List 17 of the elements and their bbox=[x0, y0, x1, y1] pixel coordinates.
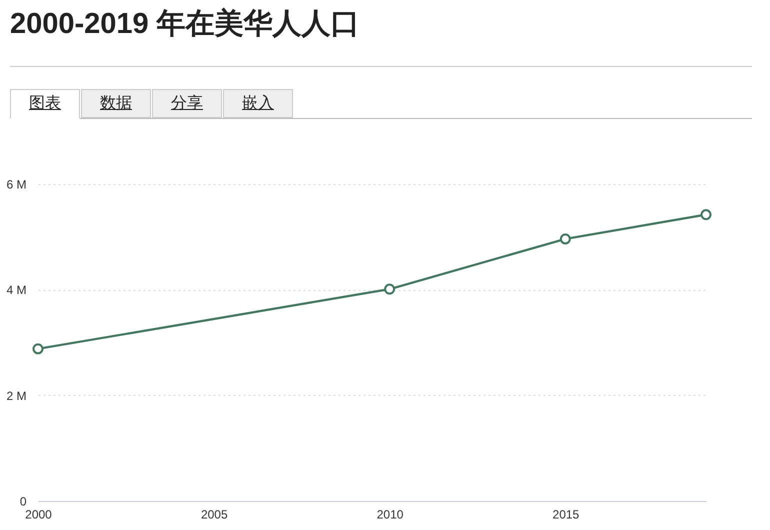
x-tick-label: 2000 bbox=[25, 508, 52, 522]
point bbox=[560, 233, 571, 244]
point bbox=[384, 284, 396, 295]
y-tick-label: 4 M bbox=[6, 283, 26, 298]
point bbox=[32, 343, 44, 354]
y-tick-label: 2 M bbox=[6, 388, 26, 403]
y-tick-label: 0 bbox=[20, 494, 27, 508]
x-tick-label: 2005 bbox=[200, 508, 228, 522]
text: 分享 bbox=[152, 89, 222, 118]
point bbox=[700, 209, 712, 220]
text: 图表 bbox=[10, 89, 80, 119]
text: 数据 bbox=[81, 89, 151, 118]
x-tick-label: 2010 bbox=[376, 508, 404, 522]
chart-title: 2000-2019 年在美华人人口 bbox=[10, 6, 360, 42]
x-tick-label: 2015 bbox=[552, 508, 580, 522]
text: 嵌入 bbox=[223, 89, 293, 118]
y-tick-label: 6 M bbox=[6, 178, 26, 192]
